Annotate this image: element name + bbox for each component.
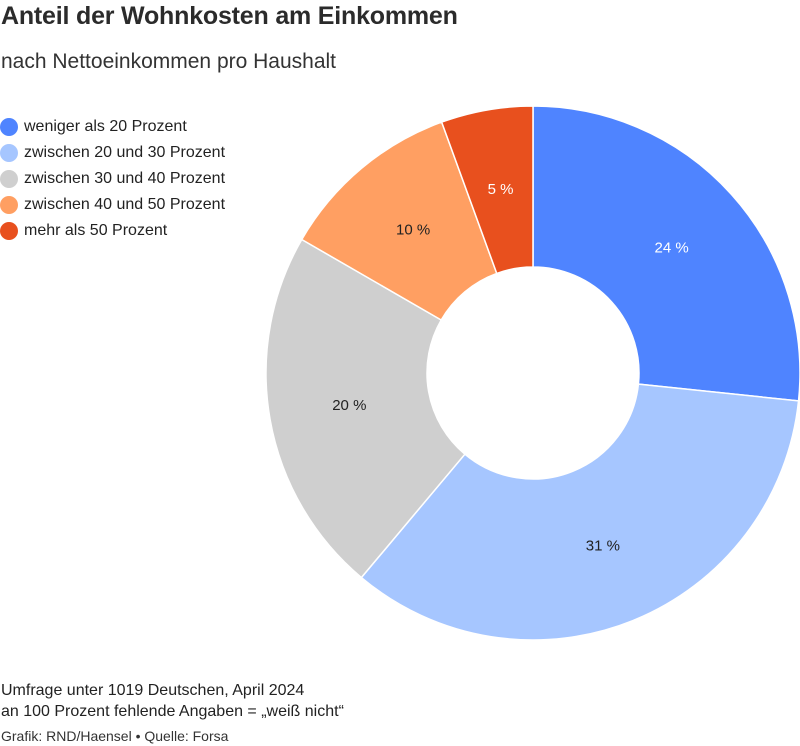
legend-swatch bbox=[0, 196, 18, 214]
slice-label: 5 % bbox=[488, 181, 514, 198]
legend-item: zwischen 40 und 50 Prozent bbox=[0, 192, 225, 218]
slice-label: 20 % bbox=[332, 397, 366, 414]
legend-item: zwischen 20 und 30 Prozent bbox=[0, 140, 225, 166]
legend-label: weniger als 20 Prozent bbox=[24, 118, 187, 135]
footer: Umfrage unter 1019 Deutschen, April 2024… bbox=[1, 680, 344, 746]
donut-slice bbox=[265, 238, 466, 579]
legend-label: mehr als 50 Prozent bbox=[24, 222, 168, 239]
donut-slice bbox=[532, 105, 800, 402]
donut-slice bbox=[300, 121, 498, 322]
slice-label: 31 % bbox=[586, 537, 620, 554]
legend-label: zwischen 20 und 30 Prozent bbox=[24, 144, 226, 161]
legend-swatch bbox=[0, 170, 18, 188]
source-credit: Grafik: RND/Haensel • Quelle: Forsa bbox=[1, 728, 229, 744]
legend-item: weniger als 20 Prozent bbox=[0, 114, 225, 140]
legend-swatch bbox=[0, 222, 18, 240]
legend-swatch bbox=[0, 144, 18, 162]
footer-note: an 100 Prozent fehlende Angaben = „weiß … bbox=[1, 703, 344, 720]
footer-note: Umfrage unter 1019 Deutschen, April 2024 bbox=[1, 682, 305, 699]
chart-title: Anteil der Wohnkosten am Einkommen bbox=[1, 2, 458, 30]
legend: weniger als 20 Prozent zwischen 20 und 3… bbox=[0, 114, 225, 244]
donut-slice bbox=[360, 383, 800, 641]
donut-slice bbox=[440, 105, 534, 275]
legend-label: zwischen 40 und 50 Prozent bbox=[24, 196, 226, 213]
legend-item: mehr als 50 Prozent bbox=[0, 218, 225, 244]
legend-swatch bbox=[0, 118, 18, 136]
slice-label: 24 % bbox=[654, 240, 688, 257]
legend-label: zwischen 30 und 40 Prozent bbox=[24, 170, 226, 187]
legend-item: zwischen 30 und 40 Prozent bbox=[0, 166, 225, 192]
slice-label: 10 % bbox=[396, 222, 430, 239]
chart-subtitle: nach Nettoeinkommen pro Haushalt bbox=[1, 50, 337, 73]
